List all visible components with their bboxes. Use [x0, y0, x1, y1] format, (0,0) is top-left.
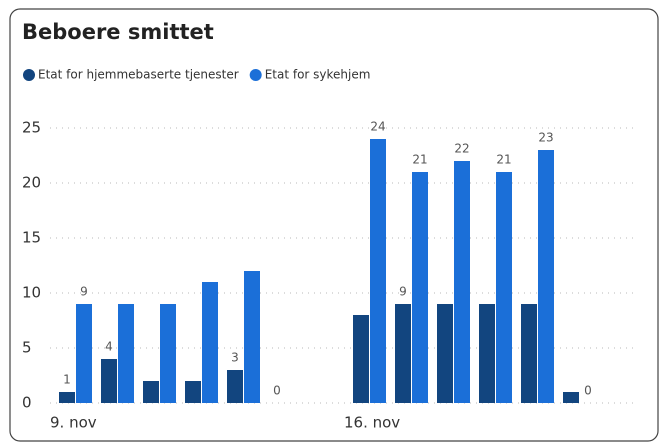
bar — [521, 304, 537, 403]
bar — [227, 370, 243, 403]
data-label: 9 — [80, 285, 88, 299]
legend-marker — [23, 69, 35, 81]
legend-marker — [249, 69, 262, 81]
y-tick-label: 5 — [22, 339, 32, 357]
y-tick-label: 25 — [22, 119, 41, 137]
bar — [538, 150, 554, 403]
bar — [59, 392, 75, 403]
y-tick-label: 15 — [22, 229, 41, 247]
legend-label: Etat for sykehjem — [265, 68, 371, 82]
bar — [412, 172, 428, 403]
bar — [202, 282, 218, 403]
data-label: 4 — [105, 340, 113, 354]
data-label: 0 — [273, 384, 281, 398]
bar — [185, 381, 201, 403]
bar — [76, 304, 92, 403]
data-label: 21 — [496, 153, 511, 167]
bar — [143, 381, 159, 403]
data-label: 23 — [538, 131, 553, 145]
bar — [370, 139, 386, 403]
bar — [118, 304, 134, 403]
data-label: 9 — [399, 285, 407, 299]
data-label: 3 — [231, 351, 239, 365]
bar — [454, 161, 470, 403]
bar — [101, 359, 117, 403]
legend-label: Etat for hjemmebaserte tjenester — [38, 68, 239, 82]
x-tick-label: 16. nov — [344, 414, 400, 432]
bar — [479, 304, 495, 403]
y-tick-label: 20 — [22, 174, 41, 192]
data-label: 0 — [584, 384, 592, 398]
y-tick-label: 0 — [22, 394, 32, 412]
bar — [160, 304, 176, 403]
bar — [437, 304, 453, 403]
data-label: 22 — [454, 142, 469, 156]
bar — [353, 315, 369, 403]
bar — [244, 271, 260, 403]
chart-title: Beboere smittet — [22, 20, 214, 44]
data-label: 24 — [370, 120, 385, 134]
data-label: 1 — [63, 373, 71, 387]
bar — [496, 172, 512, 403]
y-tick-label: 10 — [22, 284, 41, 302]
x-tick-label: 9. nov — [50, 414, 97, 432]
bar — [563, 392, 579, 403]
bar — [395, 304, 411, 403]
data-label: 21 — [412, 153, 427, 167]
